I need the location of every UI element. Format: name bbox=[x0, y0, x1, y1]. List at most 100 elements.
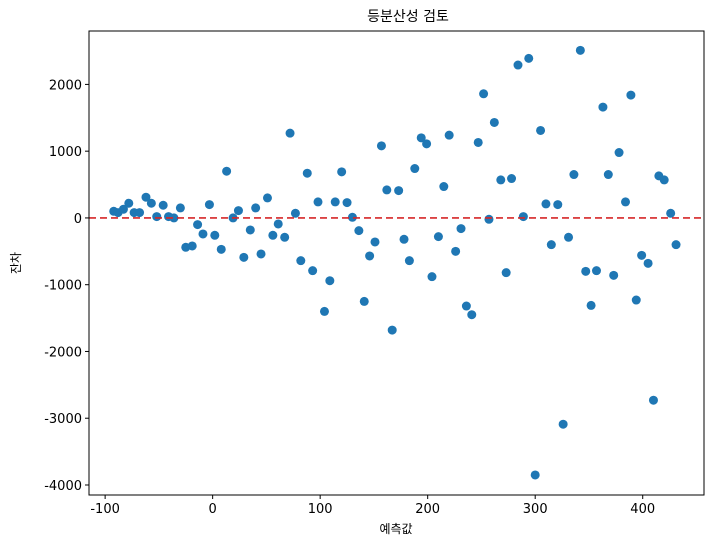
plot-frame bbox=[88, 30, 705, 496]
data-point bbox=[193, 220, 203, 230]
data-point bbox=[319, 306, 329, 316]
data-point bbox=[325, 276, 335, 286]
data-point bbox=[187, 241, 197, 251]
data-point bbox=[141, 192, 151, 202]
data-point bbox=[302, 168, 312, 178]
data-point bbox=[433, 232, 443, 242]
data-point bbox=[591, 266, 601, 276]
data-point bbox=[175, 203, 185, 213]
data-point bbox=[614, 148, 624, 158]
data-point bbox=[659, 175, 669, 185]
data-point bbox=[444, 130, 454, 140]
data-point bbox=[152, 212, 162, 222]
data-point bbox=[204, 200, 214, 210]
data-point bbox=[245, 225, 255, 235]
y-tick-label: -1000 bbox=[44, 279, 82, 294]
data-point bbox=[553, 200, 563, 210]
data-point bbox=[564, 232, 574, 242]
data-point bbox=[158, 200, 168, 210]
data-point bbox=[586, 300, 596, 310]
data-point bbox=[210, 230, 220, 240]
data-point bbox=[489, 117, 499, 127]
data-point bbox=[541, 199, 551, 209]
data-point bbox=[313, 197, 323, 207]
data-point bbox=[671, 240, 681, 250]
data-point bbox=[518, 212, 528, 222]
x-axis-label: 예측값 bbox=[379, 522, 412, 536]
data-point bbox=[146, 198, 156, 208]
data-point bbox=[124, 198, 134, 208]
data-point bbox=[376, 141, 386, 151]
x-tick-label: -100 bbox=[90, 502, 120, 517]
data-point bbox=[285, 128, 295, 138]
data-point bbox=[648, 395, 658, 405]
data-point bbox=[280, 232, 290, 242]
data-point bbox=[308, 266, 318, 276]
data-point bbox=[501, 268, 511, 278]
y-tick-label: 0 bbox=[74, 212, 82, 227]
data-point bbox=[135, 208, 145, 218]
data-point bbox=[233, 206, 243, 216]
y-tick-label: -3000 bbox=[44, 412, 82, 427]
data-point bbox=[382, 185, 392, 195]
y-tick-label: -4000 bbox=[44, 479, 82, 494]
data-point bbox=[422, 139, 432, 149]
data-point bbox=[169, 213, 179, 223]
x-tick-label: 0 bbox=[209, 502, 217, 517]
x-tick-label: 400 bbox=[630, 502, 655, 517]
data-point bbox=[290, 208, 300, 218]
data-point bbox=[626, 90, 636, 100]
data-point bbox=[484, 214, 494, 224]
x-tick-label: 200 bbox=[415, 502, 440, 517]
x-tick-label: 300 bbox=[523, 502, 548, 517]
data-point bbox=[216, 244, 226, 254]
data-point bbox=[451, 246, 461, 256]
data-point bbox=[359, 296, 369, 306]
chart-title: 등분산성 검토 bbox=[367, 9, 449, 25]
data-point bbox=[456, 224, 466, 234]
data-point bbox=[507, 174, 517, 184]
data-point bbox=[268, 230, 278, 240]
data-point bbox=[273, 219, 283, 229]
data-point bbox=[416, 133, 426, 143]
data-point bbox=[575, 45, 585, 55]
data-point bbox=[439, 182, 449, 192]
data-point bbox=[479, 89, 489, 99]
data-point bbox=[558, 419, 568, 429]
data-point bbox=[337, 167, 347, 177]
data-point bbox=[666, 208, 676, 218]
data-point bbox=[530, 470, 540, 480]
data-point bbox=[239, 252, 249, 262]
data-point bbox=[569, 170, 579, 180]
data-point bbox=[631, 295, 641, 305]
data-point bbox=[467, 310, 477, 320]
data-point bbox=[198, 229, 208, 239]
data-point bbox=[347, 212, 357, 222]
data-point bbox=[394, 186, 404, 196]
data-point bbox=[342, 198, 352, 208]
data-point bbox=[118, 204, 128, 214]
data-point bbox=[354, 226, 364, 236]
data-point bbox=[496, 175, 506, 185]
data-point bbox=[387, 325, 397, 335]
data-point bbox=[256, 249, 266, 259]
data-point bbox=[603, 170, 613, 180]
y-tick-label: -2000 bbox=[44, 345, 82, 360]
data-point bbox=[581, 266, 591, 276]
data-point bbox=[262, 193, 272, 203]
data-point bbox=[399, 234, 409, 244]
data-point bbox=[546, 240, 556, 250]
data-point bbox=[410, 164, 420, 174]
data-point bbox=[621, 197, 631, 207]
data-point bbox=[637, 250, 647, 260]
y-tick-label: 2000 bbox=[49, 78, 82, 93]
data-point bbox=[427, 272, 437, 282]
y-axis-label: 잔차 bbox=[9, 252, 23, 274]
data-point bbox=[536, 125, 546, 135]
data-point bbox=[524, 53, 534, 63]
x-tick-label: 100 bbox=[308, 502, 333, 517]
data-point bbox=[598, 102, 608, 112]
data-point bbox=[609, 270, 619, 280]
